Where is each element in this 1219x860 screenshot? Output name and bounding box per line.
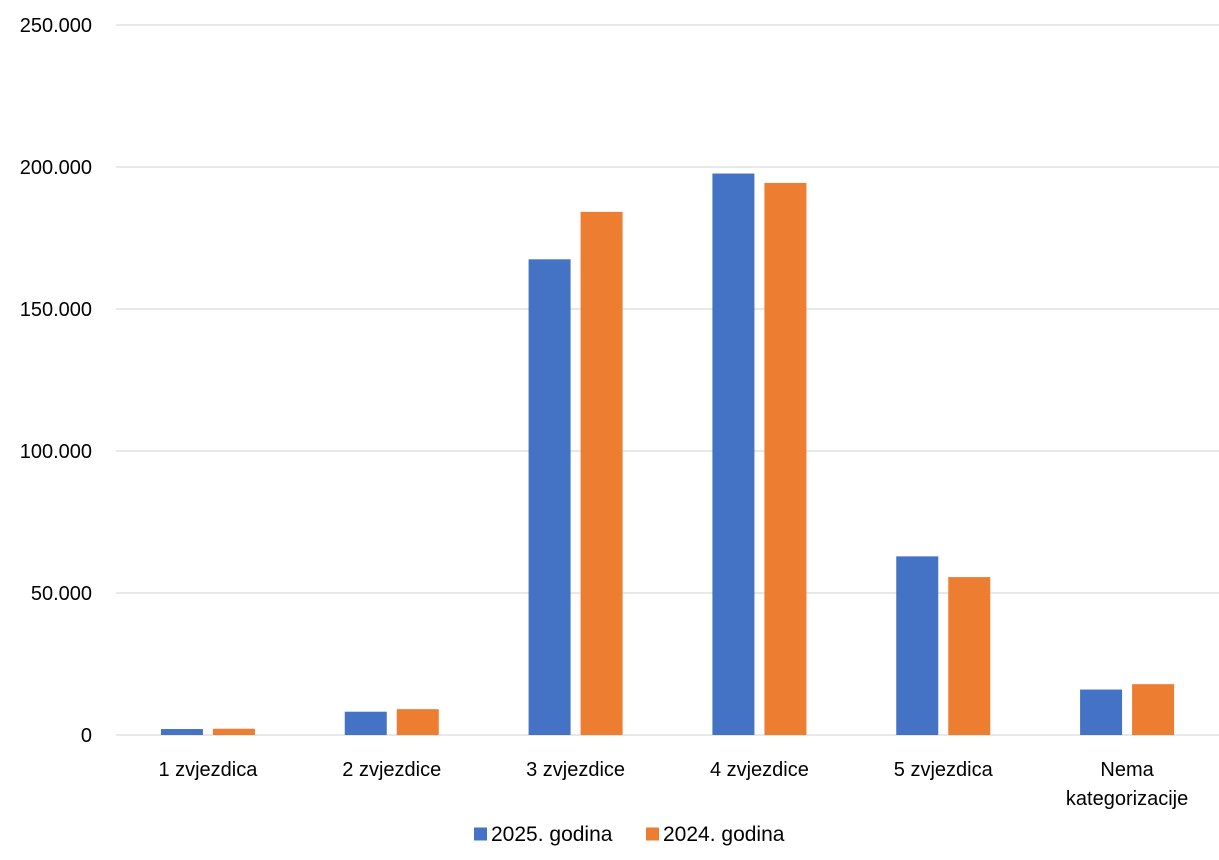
bar-series-1 [712,173,755,736]
bar-series-1 [1080,689,1123,735]
gridlines [116,24,1219,736]
x-tick-label: 4 zvjezdice [710,759,809,781]
bar-series-2 [212,728,255,735]
y-tick-label: 250.000 [20,15,92,37]
x-tick-label: Nema kategorizacije [1066,759,1188,810]
y-axis-tick-labels: 0 50.000 100.000 150.000 200.000 250.000 [20,15,92,747]
x-tick-label-line: Nema [1100,759,1154,781]
bar-series-2 [396,709,439,735]
bar-series-2 [764,182,807,736]
bar-series-2 [948,577,991,735]
y-tick-label: 100.000 [20,441,92,463]
x-tick-label-line: 2 zvjezdice [342,759,441,781]
bar-series-1 [344,711,387,735]
y-tick-label: 200.000 [20,157,92,179]
x-tick-label-line: 3 zvjezdice [526,759,625,781]
bar-series-1 [896,556,939,735]
bar-series-1 [160,729,203,735]
x-tick-label-line: 5 zvjezdica [894,759,994,781]
x-tick-label: 3 zvjezdice [526,759,625,781]
x-tick-label: 2 zvjezdice [342,759,441,781]
legend: 2025. godina 2024. godina [474,823,785,846]
y-tick-label: 0 [81,725,92,747]
bars [160,173,1175,736]
x-tick-label: 1 zvjezdica [158,759,258,781]
x-tick-label-line: 4 zvjezdice [710,759,809,781]
y-tick-label: 50.000 [31,583,92,605]
bar-series-2 [1132,684,1175,735]
x-tick-label: 5 zvjezdica [894,759,994,781]
bar-series-1 [528,259,571,735]
legend-label: 2024. godina [663,823,785,846]
x-axis-tick-labels: 1 zvjezdica 2 zvjezdice 3 zvjezdice 4 zvjez… [158,759,1188,810]
legend-swatch [474,827,487,841]
x-tick-label-line: 1 zvjezdica [158,759,258,781]
y-tick-label: 150.000 [20,299,92,321]
bar-series-2 [580,211,623,735]
legend-swatch [646,827,659,841]
legend-label: 2025. godina [491,823,613,846]
x-tick-label-line: kategorizacije [1066,788,1188,810]
